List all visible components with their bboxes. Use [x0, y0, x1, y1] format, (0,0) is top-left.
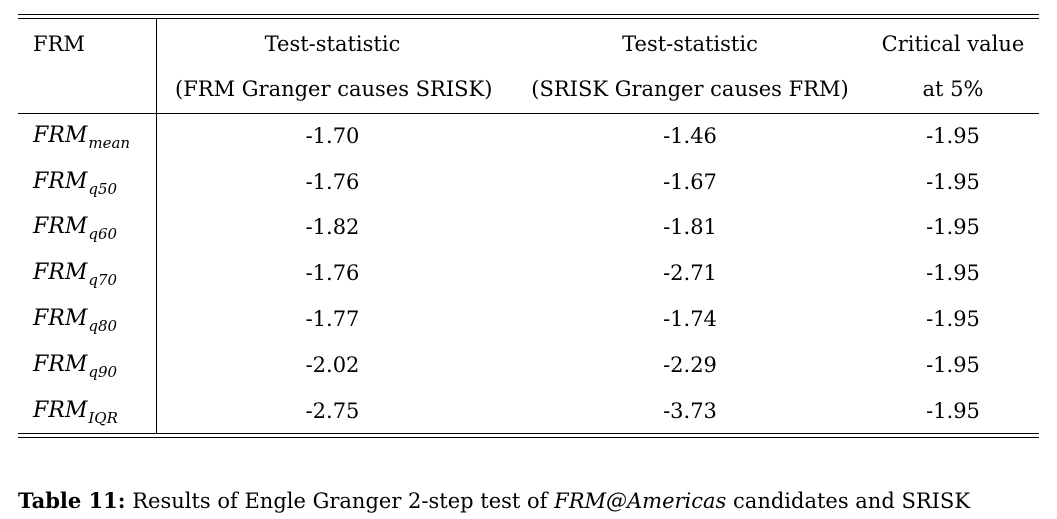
caption-label: Table 11: [18, 488, 126, 513]
caption-text-after: candidates and SRISK [733, 489, 971, 513]
header-col3-line2: at 5% [922, 77, 984, 101]
fgc-value: -1.76 [305, 261, 360, 285]
sgc-value: -1.81 [663, 215, 717, 239]
fgc-value: -1.76 [305, 170, 360, 194]
top-rule-2 [18, 18, 1039, 19]
table-caption: Table 11: Results of Engle Granger 2-ste… [18, 488, 970, 514]
row-label: FRMq90 [33, 352, 118, 382]
critical-value: -1.95 [926, 215, 980, 239]
fgc-value: -1.82 [305, 215, 360, 239]
table-row: FRMq80 -1.77 -1.74 -1.95 [0, 306, 1057, 336]
row-label: FRMq50 [33, 169, 118, 199]
fgc-value: -2.75 [305, 399, 360, 423]
header-rule [18, 113, 1039, 114]
sgc-value: -1.67 [663, 170, 717, 194]
table-row: FRMq60 -1.82 -1.81 -1.95 [0, 214, 1057, 244]
header-col2-line2: (SRISK Granger causes FRM) [531, 77, 849, 101]
column-separator [156, 18, 157, 433]
sgc-value: -2.71 [663, 261, 717, 285]
bottom-rule-1 [18, 433, 1039, 434]
row-label: FRMIQR [33, 398, 118, 428]
sgc-value: -1.46 [663, 124, 717, 148]
header-col2-line1: Test-statistic [622, 32, 758, 56]
sgc-value: -2.29 [663, 353, 717, 377]
header-col1-line1: Test-statistic [264, 32, 401, 56]
caption-text-before: Results of Engle Granger 2-step test of [132, 489, 548, 513]
row-label: FRMq60 [33, 214, 118, 244]
row-label: FRMmean [33, 123, 131, 153]
fgc-value: -2.02 [305, 353, 360, 377]
table-row: FRMq70 -1.76 -2.71 -1.95 [0, 260, 1057, 290]
table-row: FRMq50 -1.76 -1.67 -1.95 [0, 169, 1057, 199]
critical-value: -1.95 [926, 170, 980, 194]
caption-math: FRM@Americas [554, 489, 727, 513]
sgc-value: -3.73 [663, 399, 717, 423]
row-label: FRMq70 [33, 260, 118, 290]
bottom-rule-2 [18, 437, 1039, 438]
fgc-value: -1.70 [305, 124, 360, 148]
critical-value: -1.95 [926, 307, 980, 331]
critical-value: -1.95 [926, 399, 980, 423]
header-frm: FRM [33, 32, 85, 56]
table-row: FRMq90 -2.02 -2.29 -1.95 [0, 352, 1057, 382]
row-label: FRMq80 [33, 306, 118, 336]
top-rule-1 [18, 14, 1039, 15]
header-col3-line1: Critical value [881, 32, 1025, 56]
critical-value: -1.95 [926, 353, 980, 377]
critical-value: -1.95 [926, 261, 980, 285]
table-row: FRMmean -1.70 -1.46 -1.95 [0, 123, 1057, 153]
fgc-value: -1.77 [305, 307, 360, 331]
critical-value: -1.95 [926, 124, 980, 148]
table-row: FRMIQR -2.75 -3.73 -1.95 [0, 398, 1057, 428]
sgc-value: -1.74 [663, 307, 717, 331]
header-col1-line2: (FRM Granger causes SRISK) [175, 77, 493, 101]
